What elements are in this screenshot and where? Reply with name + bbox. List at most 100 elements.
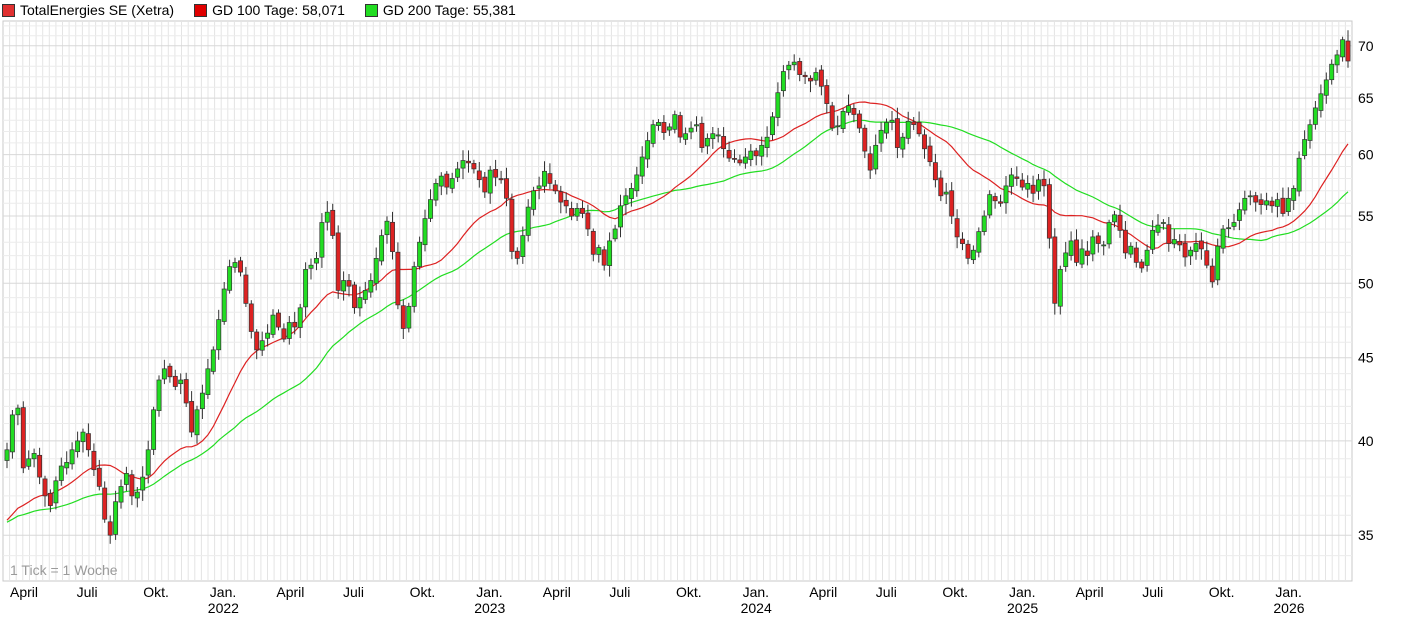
candle-body — [85, 433, 91, 451]
candle-body — [1171, 239, 1177, 245]
candle-body — [1014, 176, 1020, 179]
candle-body — [75, 440, 81, 453]
candle-body — [308, 264, 314, 269]
candle-body — [563, 199, 569, 207]
candle-body — [1144, 249, 1150, 266]
legend-item-main: TotalEnergies SE (Xetra) — [2, 2, 174, 18]
candle-body — [764, 136, 770, 148]
candle-body — [390, 221, 395, 252]
candle-body — [460, 160, 466, 169]
candle-body — [699, 122, 705, 148]
candle-body — [634, 174, 640, 192]
candle-body — [514, 250, 520, 259]
candle-body — [780, 71, 786, 92]
candle-body — [286, 322, 292, 339]
candle-body — [862, 127, 868, 152]
candle-body — [107, 521, 113, 536]
legend-swatch-main — [2, 3, 15, 17]
candle-body — [846, 105, 851, 113]
candle-body — [1084, 250, 1090, 256]
grid — [2, 20, 1353, 582]
candle-body — [9, 414, 15, 453]
candle-body — [259, 340, 265, 351]
candle-body — [140, 476, 146, 491]
candle-body — [1150, 229, 1156, 250]
candle-body — [172, 375, 178, 387]
candle-body — [900, 136, 906, 150]
candle-body — [1052, 236, 1058, 304]
candle-body — [498, 178, 504, 181]
candle-body — [238, 260, 243, 273]
candle-body — [1193, 243, 1199, 252]
candle-body — [37, 454, 43, 478]
candle-body — [80, 431, 86, 443]
candle-body — [1128, 245, 1134, 255]
candle-body — [742, 156, 748, 164]
candle-body — [721, 136, 727, 150]
legend-item-gd200: GD 200 Tage: 55,381 — [364, 2, 516, 18]
candle-body — [1008, 174, 1014, 187]
candle-body — [199, 392, 205, 410]
y-tick-label: 45 — [1358, 350, 1374, 366]
x-tick-label: Okt. — [143, 584, 169, 600]
candle-body — [889, 119, 895, 123]
y-tick-label: 60 — [1358, 147, 1374, 163]
candle-body — [542, 170, 547, 187]
candle-body — [1220, 228, 1226, 249]
candle-body — [932, 162, 938, 181]
candle-body — [1074, 239, 1079, 263]
x-tick-label: Okt. — [410, 584, 436, 600]
x-tick-label: Jan. — [210, 584, 236, 600]
candle-body — [748, 150, 754, 160]
candle-body — [341, 280, 347, 292]
candle-body — [531, 190, 537, 210]
candle-body — [786, 64, 792, 71]
candle-body — [134, 491, 140, 499]
candle-body — [145, 449, 151, 476]
candle-body — [281, 328, 287, 340]
candle-body — [1247, 195, 1253, 198]
candle-body — [1258, 199, 1264, 205]
candle-body — [813, 72, 819, 81]
candle-body — [639, 156, 645, 177]
candle-body — [623, 195, 629, 205]
candle-body — [406, 305, 412, 329]
candle-body — [417, 241, 423, 267]
candle-body — [178, 379, 184, 385]
legend-swatch-gd200 — [364, 3, 378, 17]
candle-body — [1117, 214, 1123, 231]
candle-body — [509, 198, 515, 252]
candle-body — [938, 177, 944, 197]
candle-body — [856, 113, 862, 129]
candle-body — [504, 178, 509, 199]
candle-body — [243, 274, 249, 304]
candle-body — [677, 115, 683, 138]
candle-body — [525, 206, 531, 236]
candle-body — [981, 215, 987, 232]
candle-body — [1334, 54, 1340, 66]
candle-body — [1204, 250, 1210, 266]
candle-body — [444, 173, 450, 188]
candle-body — [1166, 224, 1172, 244]
candle-body — [227, 266, 233, 291]
candle-body — [954, 218, 960, 238]
candle-body — [1188, 249, 1194, 257]
candle-body — [1226, 227, 1232, 230]
candle-body — [672, 114, 678, 130]
candle-body — [1340, 39, 1346, 58]
candle-body — [411, 266, 417, 307]
candle-body — [31, 453, 37, 460]
candle-body — [118, 486, 124, 503]
candle-body — [824, 85, 830, 104]
y-tick-label: 35 — [1358, 527, 1374, 543]
candle-body — [1253, 195, 1259, 203]
x-tick-label: April — [543, 584, 571, 600]
x-year-label: 2022 — [208, 600, 239, 616]
candle-body — [732, 158, 737, 160]
candle-body — [1160, 222, 1166, 224]
y-tick-label: 55 — [1358, 208, 1374, 224]
candle-body — [297, 307, 303, 328]
x-tick-label: Jan. — [743, 584, 769, 600]
candle-body — [466, 160, 471, 164]
